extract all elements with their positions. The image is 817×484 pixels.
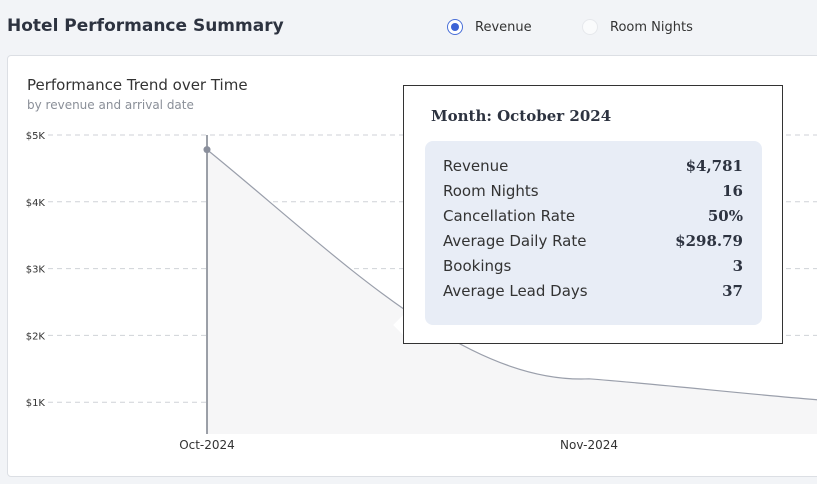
- x-tick-label: Oct-2024: [179, 438, 235, 452]
- room-nights-radio-button[interactable]: [582, 19, 598, 35]
- tooltip-value: $4,781: [685, 156, 743, 175]
- tooltip-title: Month: October 2024: [431, 107, 612, 125]
- tooltip-value: $298.79: [675, 231, 743, 250]
- tooltip-row-average-lead-days: Average Lead Days 37: [443, 278, 743, 303]
- chart-subtitle: by revenue and arrival date: [27, 98, 194, 112]
- tooltip-value: 50%: [707, 206, 743, 225]
- room-nights-radio-label[interactable]: Room Nights: [610, 19, 693, 35]
- tooltip-row-cancellation-rate: Cancellation Rate 50%: [443, 203, 743, 228]
- data-point: [203, 146, 211, 154]
- revenue-radio-button[interactable]: [447, 19, 463, 35]
- tooltip-value: 3: [732, 256, 743, 275]
- tooltip-label: Revenue: [443, 156, 509, 175]
- tooltip-label: Average Daily Rate: [443, 231, 587, 250]
- tooltip-value: 37: [722, 281, 743, 300]
- area-fill: [207, 149, 817, 434]
- y-tick-label: $5K: [26, 131, 46, 142]
- chart-tooltip: Month: October 2024 Revenue $4,781 Room …: [403, 85, 783, 344]
- revenue-radio-label[interactable]: Revenue: [475, 19, 532, 35]
- tooltip-value: 16: [722, 181, 743, 200]
- tooltip-row-average-daily-rate: Average Daily Rate $298.79: [443, 228, 743, 253]
- x-tick-label: Nov-2024: [560, 438, 618, 452]
- y-tick-label: $1K: [26, 398, 46, 409]
- page-header: Hotel Performance Summary Revenue Room N…: [0, 0, 817, 54]
- y-tick-label: $4K: [26, 198, 46, 209]
- tooltip-label: Cancellation Rate: [443, 206, 576, 225]
- y-tick-label: $3K: [26, 265, 46, 276]
- series-line: [206, 149, 817, 401]
- tooltip-label: Bookings: [443, 256, 512, 275]
- room-nights-radio-option[interactable]: Room Nights: [582, 17, 693, 37]
- tooltip-label: Average Lead Days: [443, 281, 588, 300]
- revenue-radio-option[interactable]: Revenue: [447, 17, 532, 37]
- page-title: Hotel Performance Summary: [7, 16, 284, 36]
- y-tick-label: $2K: [26, 331, 46, 342]
- chart-title: Performance Trend over Time: [27, 76, 248, 94]
- tooltip-label: Room Nights: [443, 181, 539, 200]
- tooltip-row-bookings: Bookings 3: [443, 253, 743, 278]
- tooltip-row-revenue: Revenue $4,781: [443, 153, 743, 178]
- tooltip-details: Revenue $4,781 Room Nights 16 Cancellati…: [425, 141, 762, 325]
- tooltip-row-room-nights: Room Nights 16: [443, 178, 743, 203]
